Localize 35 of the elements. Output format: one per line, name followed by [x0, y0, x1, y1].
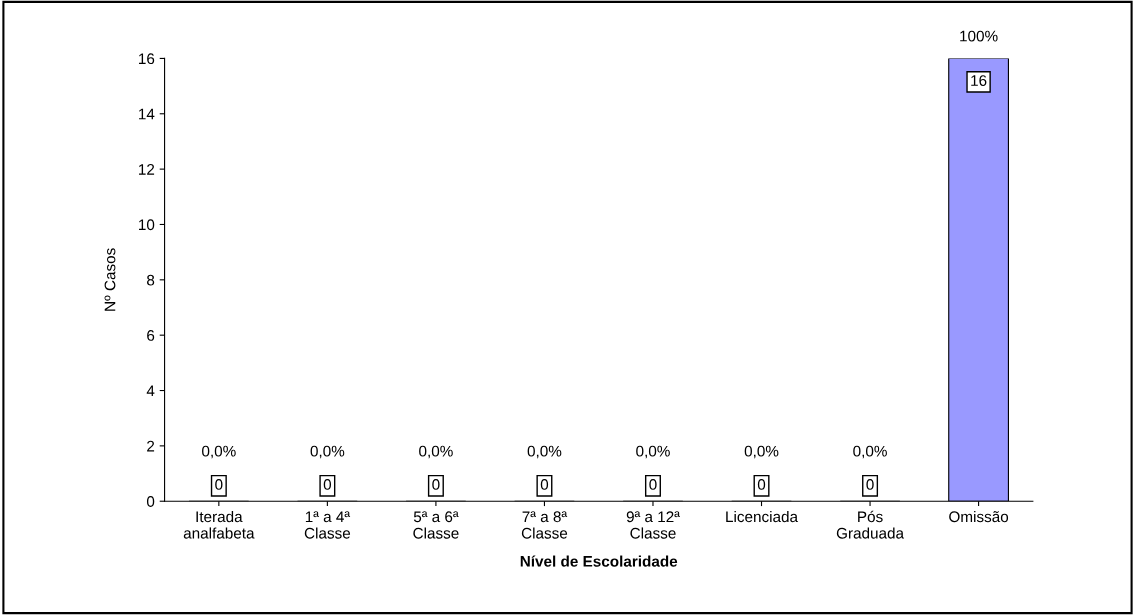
- annotation: 0,0%: [527, 445, 562, 459]
- annotation: 0,0%: [744, 445, 779, 459]
- x-tick-label: Iterada analfabeta: [183, 510, 255, 539]
- x-tick-label: 7ª a 8ª Classe: [521, 511, 568, 539]
- y-tick-label: 0: [146, 496, 155, 507]
- data-label: 0: [540, 479, 549, 490]
- y-tick-label: 14: [139, 108, 155, 120]
- x-axis-title: Nível de Escolaridade: [520, 555, 678, 567]
- y-tick-label: 6: [147, 330, 155, 341]
- y-tick-label: 2: [147, 440, 155, 452]
- x-tick-label: 9ª a 12ª Classe: [626, 511, 680, 539]
- y-tick-label: 16: [139, 53, 155, 65]
- annotation: 0,0%: [853, 445, 887, 459]
- x-tick-label: Omissão: [949, 510, 1009, 523]
- annotation: 0,0%: [310, 445, 345, 459]
- x-tick-label: Licenciada: [726, 510, 799, 523]
- y-tick-label: 10: [139, 219, 155, 231]
- annotation: 100%: [960, 30, 998, 42]
- y-tick-label: 4: [146, 385, 155, 397]
- x-tick-label: 5ª a 6ª Classe: [413, 511, 459, 539]
- y-axis-title: Nº Casos: [104, 248, 116, 311]
- data-label: 0: [323, 479, 332, 490]
- y-tick-label: 12: [139, 163, 155, 175]
- annotation: 0,0%: [202, 445, 236, 459]
- y-tick-label: 8: [147, 274, 155, 286]
- data-label: 0: [215, 479, 223, 490]
- x-tick-label: Pós Graduada: [836, 510, 905, 539]
- data-label: 0: [432, 479, 440, 490]
- data-label: 0: [757, 479, 766, 490]
- annotation: 0,0%: [636, 445, 670, 459]
- x-tick-label: 1ª a 4ª Classe: [304, 511, 351, 539]
- annotation: 0,0%: [419, 445, 453, 459]
- data-label: 16: [971, 75, 987, 86]
- data-label: 0: [649, 479, 657, 490]
- data-label: 0: [866, 479, 874, 490]
